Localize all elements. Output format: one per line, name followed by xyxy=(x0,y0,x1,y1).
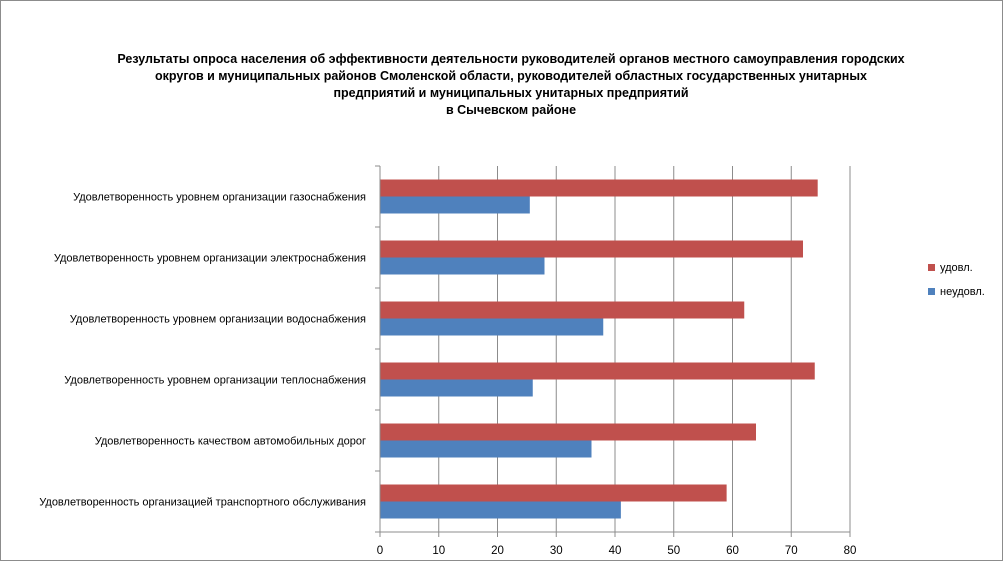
category-label: Удовлетворенность уровнем организации эл… xyxy=(54,253,366,265)
chart-title-line: предприятий и муниципальных унитарных пр… xyxy=(333,86,689,100)
bar-neudovl xyxy=(380,196,530,214)
bar-neudovl xyxy=(380,501,621,519)
x-tick-label: 80 xyxy=(844,545,857,557)
chart-title: Результаты опроса населения об эффективн… xyxy=(61,51,961,119)
x-tick-label: 70 xyxy=(785,545,798,557)
bar-neudovl xyxy=(380,257,545,275)
legend: удовл. неудовл. xyxy=(928,262,985,298)
chart-title-line: округов и муниципальных районов Смоленск… xyxy=(155,69,867,83)
category-label: Удовлетворенность уровнем организации те… xyxy=(64,375,366,387)
bar-udovl xyxy=(380,301,745,319)
x-tick-label: 60 xyxy=(726,545,739,557)
x-tick-label: 20 xyxy=(491,545,504,557)
category-labels: Удовлетворенность уровнем организации га… xyxy=(39,192,366,509)
bar-udovl xyxy=(380,484,727,502)
legend-label-udovl: удовл. xyxy=(940,262,973,274)
bar-neudovl xyxy=(380,379,533,397)
legend-label-neudovl: неудовл. xyxy=(940,286,985,298)
legend-swatch-udovl xyxy=(928,264,935,271)
x-tick-label: 0 xyxy=(377,545,383,557)
legend-swatch-neudovl xyxy=(928,288,935,295)
category-label: Удовлетворенность уровнем организации га… xyxy=(73,192,366,204)
category-label: Удовлетворенность организацией транспорт… xyxy=(39,497,366,509)
gridlines xyxy=(438,166,851,532)
bar-neudovl xyxy=(380,440,592,458)
category-label: Удовлетворенность качеством автомобильны… xyxy=(95,436,366,448)
bar-neudovl xyxy=(380,318,604,336)
chart-title-line: в Сычевском районе xyxy=(445,103,577,117)
bar-udovl xyxy=(380,362,815,380)
x-tick-label: 50 xyxy=(667,545,680,557)
axes xyxy=(375,165,851,537)
category-label: Удовлетворенность уровнем организации во… xyxy=(70,314,366,326)
x-tick-label: 40 xyxy=(609,545,622,557)
bar-udovl xyxy=(380,240,803,258)
x-tick-label: 30 xyxy=(550,545,563,557)
bar-udovl xyxy=(380,423,756,441)
tick-labels: 0 10 20 30 40 50 60 70 80 xyxy=(377,545,857,557)
bars xyxy=(380,179,818,519)
bar-udovl xyxy=(380,179,818,197)
chart-title-line: Результаты опроса населения об эффективн… xyxy=(117,52,905,66)
x-tick-label: 10 xyxy=(432,545,445,557)
